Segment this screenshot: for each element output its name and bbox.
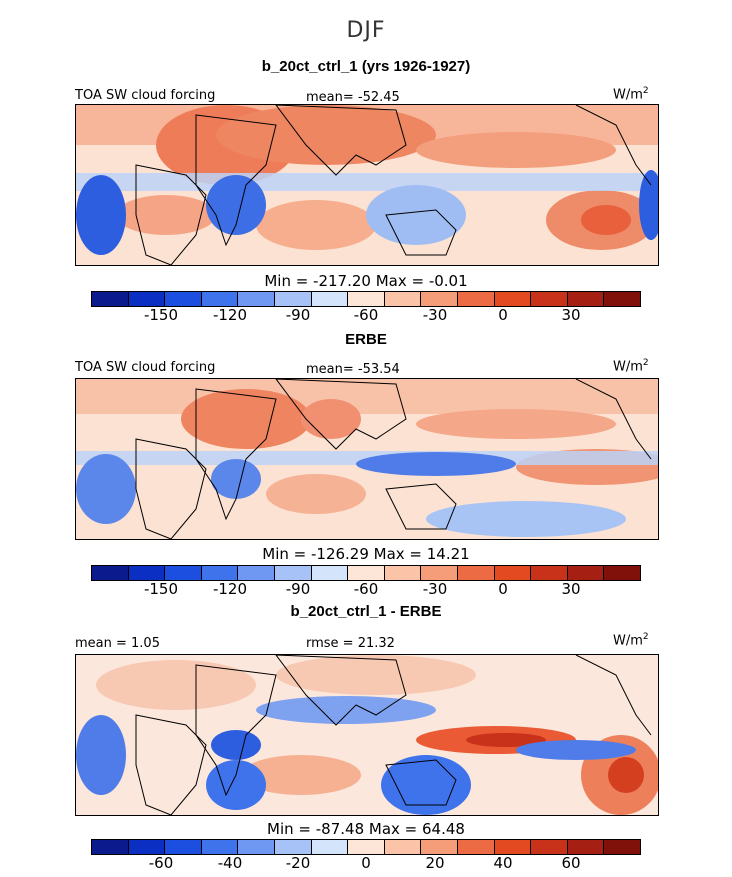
colorbar-tick: -150 [143, 306, 179, 324]
units-superscript: 2 [642, 632, 649, 642]
panel-1-variable-label: TOA SW cloud forcing [75, 88, 216, 103]
colorbar-tick: -150 [143, 580, 179, 598]
colorbar-swatch [531, 840, 568, 854]
panel-1-mean-label: mean= -52.45 [306, 90, 400, 105]
colorbar-swatch [165, 566, 202, 580]
colorbar-tick: 20 [425, 854, 445, 872]
panel-3-subtitle: b_20ct_ctrl_1 - ERBE [290, 603, 442, 620]
colorbar-swatch [238, 840, 275, 854]
panel-2-subtitle: ERBE [345, 331, 387, 348]
panel-3-colorbar [91, 839, 641, 855]
colorbar-tick: -60 [353, 306, 379, 324]
colorbar-tick: 40 [493, 854, 513, 872]
colorbar-swatch [274, 840, 312, 854]
colorbar-swatch [274, 566, 312, 580]
panel-3-units-label: W/m2 [613, 632, 649, 648]
colorbar-swatch [384, 292, 422, 306]
panel-2-mean-label: mean= -53.54 [306, 362, 400, 377]
colorbar-swatch [494, 840, 532, 854]
panel-1-units-label: W/m2 [613, 86, 649, 102]
colorbar-swatch [128, 566, 166, 580]
colorbar-tick: -20 [285, 854, 311, 872]
colorbar-swatch [494, 566, 532, 580]
colorbar-swatch [604, 566, 640, 580]
panel-1-map-svg [76, 105, 658, 265]
colorbar-swatch [311, 840, 349, 854]
colorbar-swatch [604, 840, 640, 854]
colorbar-tick: -90 [285, 306, 311, 324]
colorbar-swatch [567, 566, 605, 580]
panel-2-map [75, 378, 659, 540]
colorbar-swatch [457, 292, 495, 306]
colorbar-swatch [421, 292, 458, 306]
colorbar-swatch [421, 840, 458, 854]
colorbar-tick: -60 [148, 854, 174, 872]
colorbar-swatch [348, 840, 385, 854]
colorbar-swatch [201, 566, 239, 580]
colorbar-swatch [531, 566, 568, 580]
colorbar-tick: -90 [285, 580, 311, 598]
units-text: W/m [613, 633, 643, 649]
panel-3-mean-label: mean = 1.05 [75, 636, 160, 651]
colorbar-tick: -40 [217, 854, 243, 872]
panel-1-colorbar [91, 291, 641, 307]
colorbar-swatch [128, 840, 166, 854]
colorbar-swatch [567, 292, 605, 306]
colorbar-tick: -120 [212, 306, 248, 324]
panel-1-minmax: Min = -217.20 Max = -0.01 [264, 272, 468, 290]
colorbar-tick: -30 [422, 580, 448, 598]
colorbar-swatch [165, 292, 202, 306]
colorbar-tick: 60 [561, 854, 581, 872]
colorbar-swatch [384, 566, 422, 580]
colorbar-swatch [92, 292, 129, 306]
colorbar-tick: 0 [498, 580, 508, 598]
colorbar-swatch [238, 292, 275, 306]
panel-3-minmax: Min = -87.48 Max = 64.48 [267, 820, 465, 838]
panel-3-rmse-label: rmse = 21.32 [306, 636, 395, 651]
colorbar-swatch [421, 566, 458, 580]
units-superscript: 2 [642, 86, 649, 96]
colorbar-tick: -60 [353, 580, 379, 598]
colorbar-swatch [201, 292, 239, 306]
colorbar-swatch [92, 566, 129, 580]
colorbar-swatch [128, 292, 166, 306]
colorbar-tick: -30 [422, 306, 448, 324]
colorbar-swatch [604, 292, 640, 306]
panel-2-units-label: W/m2 [613, 358, 649, 374]
colorbar-swatch [92, 840, 129, 854]
units-text: W/m [613, 359, 643, 375]
units-superscript: 2 [642, 358, 649, 368]
panel-3-map [75, 654, 659, 816]
panel-2-colorbar [91, 565, 641, 581]
panel-3-map-svg [76, 655, 658, 815]
colorbar-swatch [238, 566, 275, 580]
colorbar-swatch [457, 840, 495, 854]
colorbar-swatch [311, 566, 349, 580]
colorbar-tick: -120 [212, 580, 248, 598]
panel-1-map [75, 104, 659, 266]
units-text: W/m [613, 87, 643, 103]
colorbar-swatch [384, 840, 422, 854]
colorbar-swatch [311, 292, 349, 306]
colorbar-tick: 30 [561, 580, 581, 598]
colorbar-swatch [201, 840, 239, 854]
panel-1-subtitle: b_20ct_ctrl_1 (yrs 1926-1927) [261, 58, 471, 75]
colorbar-swatch [567, 840, 605, 854]
panel-2-variable-label: TOA SW cloud forcing [75, 360, 216, 375]
colorbar-tick: 0 [498, 306, 508, 324]
colorbar-swatch [531, 292, 568, 306]
figure-title: DJF [346, 18, 386, 43]
colorbar-swatch [274, 292, 312, 306]
panel-2-map-svg [76, 379, 658, 539]
colorbar-swatch [348, 292, 385, 306]
colorbar-tick: 0 [361, 854, 371, 872]
colorbar-tick: 30 [561, 306, 581, 324]
colorbar-swatch [165, 840, 202, 854]
panel-2-minmax: Min = -126.29 Max = 14.21 [262, 545, 470, 563]
colorbar-swatch [494, 292, 532, 306]
colorbar-swatch [457, 566, 495, 580]
colorbar-swatch [348, 566, 385, 580]
